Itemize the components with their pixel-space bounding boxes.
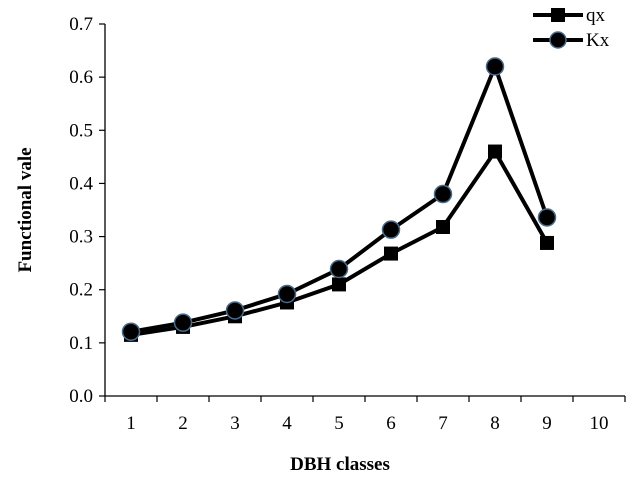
series-line-kx xyxy=(130,60,549,334)
x-tick-label: 5 xyxy=(334,413,344,434)
x-axis-title: DBH classes xyxy=(290,454,390,475)
data-point-kx xyxy=(485,57,505,76)
x-tick-label: 1 xyxy=(126,413,136,434)
y-axis-title: Functional vale xyxy=(15,147,36,272)
legend-marker-square xyxy=(551,8,565,22)
data-point-kx xyxy=(381,220,401,239)
data-point-kx xyxy=(329,259,349,279)
x-tick-label: 9 xyxy=(542,413,552,434)
series-layer xyxy=(121,57,557,342)
y-tick-label: 0.6 xyxy=(69,67,93,88)
legend-label: Kx xyxy=(586,30,610,51)
legend-label: qx xyxy=(586,5,606,26)
y-tick-label: 0.4 xyxy=(69,173,93,194)
y-tick-label: 0.2 xyxy=(69,280,93,301)
data-point-kx xyxy=(225,301,245,320)
data-point-qx xyxy=(540,235,554,250)
legend: qx Kx xyxy=(533,5,610,51)
data-point-kx xyxy=(121,322,141,341)
data-point-kx xyxy=(173,313,193,332)
y-tick-label: 0.1 xyxy=(69,333,93,354)
data-point-qx xyxy=(384,246,398,261)
axes: 0.0 0.1 0.2 0.3 0.4 0.5 0.6 0.7 1 2 3 4 5 6 7 8 9 10 xyxy=(69,14,626,434)
data-point-qx xyxy=(332,277,346,292)
data-point-kx xyxy=(277,284,297,304)
y-tick-label: 0.3 xyxy=(69,227,93,248)
series-line-qx xyxy=(130,147,549,337)
x-tick-label: 2 xyxy=(178,413,188,434)
legend-marker-circle xyxy=(549,31,567,49)
x-tick-label: 8 xyxy=(490,413,500,434)
x-tick-label: 10 xyxy=(590,413,609,434)
y-tick-label: 0.5 xyxy=(69,120,93,141)
x-tick-label: 6 xyxy=(386,413,396,434)
data-point-qx xyxy=(436,220,450,235)
data-point-kx xyxy=(433,184,453,204)
x-tick-label: 3 xyxy=(230,413,240,434)
y-tick-label: 0.7 xyxy=(69,14,93,35)
y-tick-label: 0.0 xyxy=(69,386,93,407)
x-tick-label: 4 xyxy=(282,413,292,434)
data-point-qx xyxy=(488,144,502,159)
data-point-kx xyxy=(537,208,557,227)
x-tick-label: 7 xyxy=(438,413,448,434)
